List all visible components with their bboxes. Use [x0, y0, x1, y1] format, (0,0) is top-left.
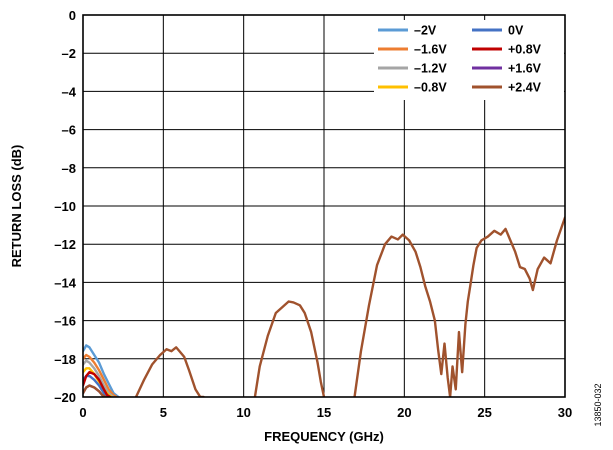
- legend-label: 0V: [508, 24, 524, 38]
- y-tick-label: –2: [62, 46, 76, 61]
- x-tick-label: 20: [397, 405, 411, 420]
- series-line: [83, 353, 118, 397]
- series-lines: [83, 216, 565, 397]
- legend: –2V –1.6V –1.2V –0.8V 0V +0.8V +1.6V +2.4V: [374, 20, 564, 100]
- y-axis-title: RETURN LOSS (dB): [9, 145, 24, 268]
- y-tick-label: –4: [62, 84, 77, 99]
- figure-id: 13850-032: [593, 383, 603, 426]
- y-tick-label: –10: [54, 199, 76, 214]
- x-tick-label: 0: [79, 405, 86, 420]
- legend-label: –2V: [414, 24, 437, 38]
- series-line: [83, 370, 112, 397]
- y-tick-label: –14: [54, 275, 76, 290]
- x-tick-label: 5: [160, 405, 167, 420]
- x-tick-label: 10: [236, 405, 250, 420]
- series-line: [83, 216, 565, 397]
- legend-label: +1.6V: [508, 62, 542, 76]
- plot-frame: [82, 14, 566, 398]
- legend-label: +0.8V: [508, 43, 542, 57]
- x-tick-label: 25: [477, 405, 491, 420]
- series-line: [83, 344, 120, 397]
- y-tick-label: –8: [62, 161, 76, 176]
- legend-label: –1.2V: [414, 62, 447, 76]
- legend-label: –0.8V: [414, 81, 447, 95]
- x-tick-label: 15: [317, 405, 331, 420]
- legend-label: –1.6V: [414, 43, 447, 57]
- y-tick-label: –16: [54, 314, 76, 329]
- x-tick-label: 30: [558, 405, 572, 420]
- y-tick-label: –18: [54, 352, 76, 367]
- x-axis-ticks: 0 5 10 15 20 25 30: [79, 405, 572, 420]
- y-tick-label: 0: [69, 8, 76, 23]
- series-line: [83, 359, 115, 397]
- x-axis-title: FREQUENCY (GHz): [264, 429, 384, 444]
- legend-label: +2.4V: [508, 81, 542, 95]
- y-tick-label: –6: [62, 123, 76, 138]
- y-tick-label: –12: [54, 237, 76, 252]
- y-axis-ticks: 0 –2 –4 –6 –8 –10 –12 –14 –16 –18 –20: [54, 8, 76, 405]
- y-tick-label: –20: [54, 390, 76, 405]
